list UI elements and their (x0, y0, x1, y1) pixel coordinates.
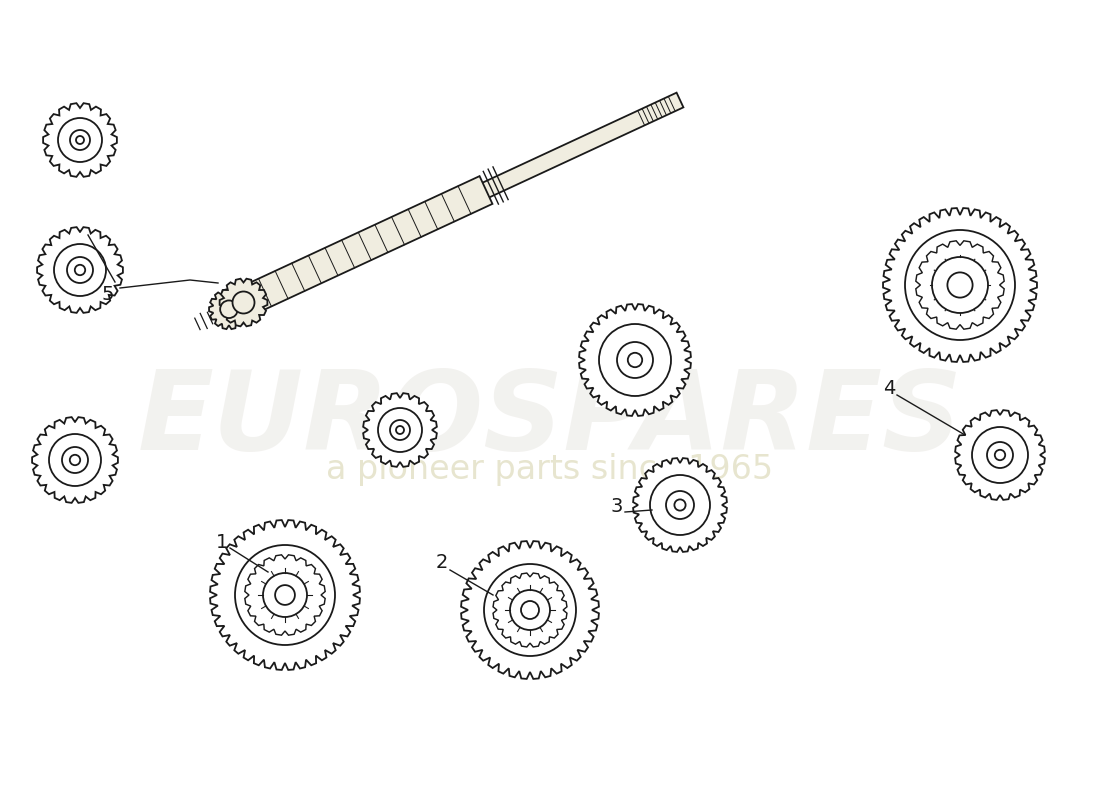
Polygon shape (361, 93, 683, 254)
Polygon shape (579, 304, 691, 416)
Circle shape (484, 564, 576, 656)
Polygon shape (32, 417, 118, 503)
Circle shape (263, 573, 307, 617)
Text: EUROSPARES: EUROSPARES (138, 366, 962, 474)
Circle shape (275, 585, 295, 605)
Circle shape (674, 499, 685, 510)
Polygon shape (461, 541, 598, 679)
Circle shape (396, 426, 404, 434)
Circle shape (650, 475, 710, 535)
Polygon shape (220, 278, 267, 326)
Polygon shape (916, 241, 1004, 329)
Text: a pioneer parts since 1965: a pioneer parts since 1965 (327, 454, 773, 486)
Circle shape (76, 136, 84, 144)
Polygon shape (210, 520, 360, 670)
Text: 5: 5 (101, 286, 114, 305)
Circle shape (390, 420, 410, 440)
Polygon shape (634, 458, 727, 552)
Circle shape (600, 324, 671, 396)
Polygon shape (493, 573, 566, 647)
Polygon shape (37, 227, 123, 313)
Circle shape (994, 450, 1005, 460)
Circle shape (521, 601, 539, 619)
Circle shape (67, 257, 94, 283)
Circle shape (972, 427, 1028, 483)
Circle shape (75, 265, 85, 275)
Polygon shape (363, 393, 437, 467)
Circle shape (617, 342, 653, 378)
Circle shape (235, 545, 336, 645)
Circle shape (932, 257, 988, 313)
Circle shape (62, 447, 88, 473)
Polygon shape (955, 410, 1045, 500)
Circle shape (70, 130, 90, 150)
Circle shape (378, 408, 422, 452)
Text: 2: 2 (436, 554, 448, 573)
Circle shape (987, 442, 1013, 468)
Text: 3: 3 (610, 497, 624, 515)
Polygon shape (245, 555, 326, 635)
Circle shape (905, 230, 1015, 340)
Circle shape (220, 301, 238, 318)
Circle shape (666, 491, 694, 519)
Circle shape (50, 434, 101, 486)
Circle shape (628, 353, 642, 367)
Polygon shape (43, 103, 117, 177)
Circle shape (54, 244, 106, 296)
Polygon shape (883, 208, 1037, 362)
Text: 1: 1 (216, 533, 228, 551)
Circle shape (58, 118, 102, 162)
Circle shape (232, 291, 254, 314)
Polygon shape (209, 290, 249, 329)
Text: 4: 4 (883, 378, 895, 398)
Circle shape (947, 272, 972, 298)
Circle shape (510, 590, 550, 630)
Circle shape (69, 454, 80, 465)
Polygon shape (238, 176, 493, 316)
